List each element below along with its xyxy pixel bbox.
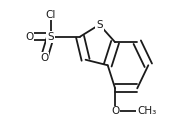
Text: Cl: Cl <box>45 10 56 20</box>
Text: CH₃: CH₃ <box>137 106 157 116</box>
Text: S: S <box>47 32 54 42</box>
Text: S: S <box>96 20 103 30</box>
Text: O: O <box>25 32 33 42</box>
Text: O: O <box>111 106 119 116</box>
Text: O: O <box>40 53 48 63</box>
